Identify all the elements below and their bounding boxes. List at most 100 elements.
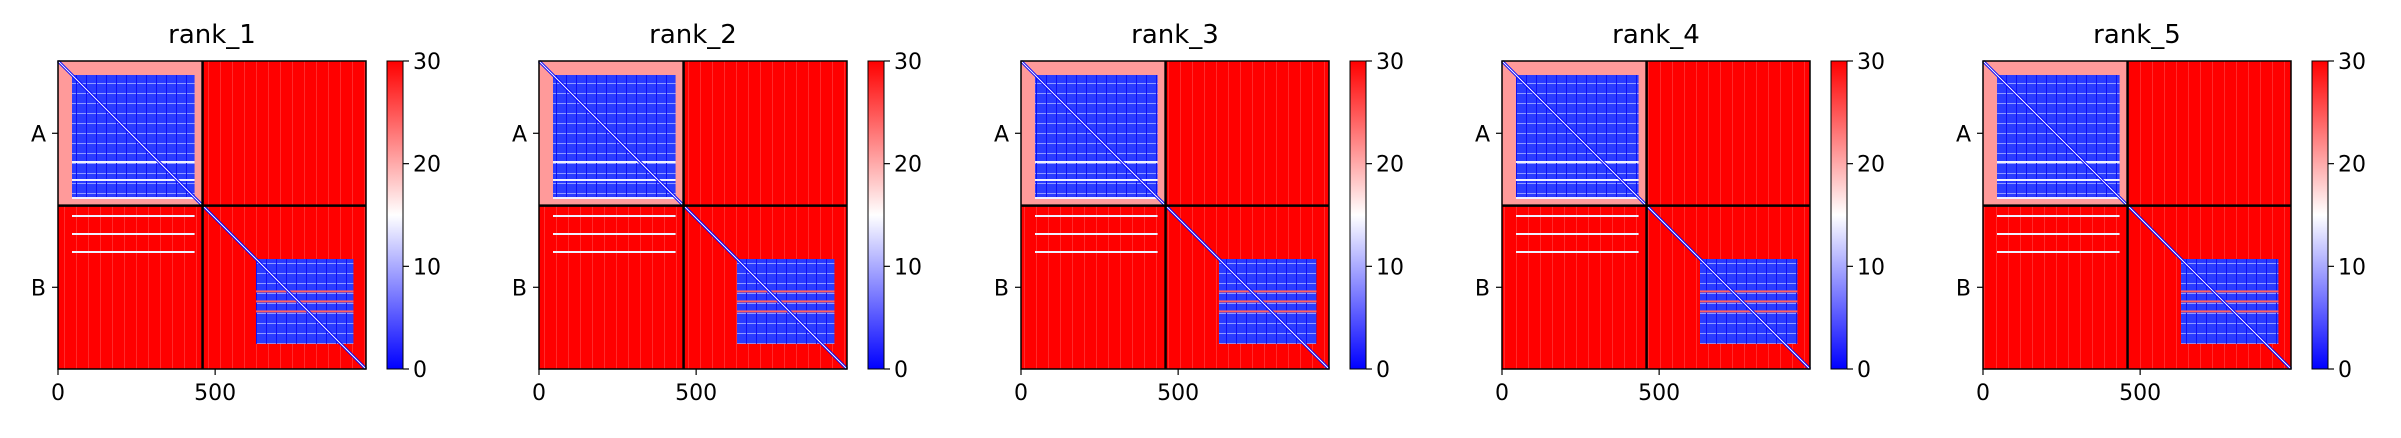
chain-label-a: A [31, 122, 46, 147]
x-tick-label: 500 [675, 381, 717, 406]
colorbar-tick-label: 20 [1857, 153, 1885, 178]
block-aa-stripe [1997, 161, 2120, 163]
colorbar-tick-label: 10 [894, 255, 922, 280]
x-tick-label: 0 [532, 381, 546, 406]
block-aa-stripe [553, 233, 676, 235]
panel-title: rank_1 [168, 20, 256, 50]
block-bb-stripe [2181, 290, 2279, 293]
block-aa-stripe [1035, 161, 1158, 163]
colorbar-tick-label: 30 [2338, 50, 2366, 75]
heatmap-panel-5: rank_5 A B 0 500 0 10 20 30 [1956, 20, 2366, 406]
block-bb-stripe [1700, 310, 1798, 313]
block-aa-stripe [72, 233, 195, 235]
chain-label-b: B [1956, 276, 1971, 301]
axes-frame [57, 60, 367, 370]
colorbar-tick-label: 30 [1857, 50, 1885, 75]
x-tick-label: 500 [2119, 381, 2161, 406]
colorbar-tick-label: 30 [1376, 50, 1404, 75]
x-tick-label: 0 [1976, 381, 1990, 406]
colorbar-tick-label: 10 [2338, 255, 2366, 280]
block-aa-stripe [1997, 179, 2120, 181]
block-aa-stripe [1516, 215, 1639, 217]
block-bb-stripe [1219, 290, 1317, 293]
block-bb-stripe [1700, 290, 1798, 293]
panel-title: rank_2 [649, 20, 737, 50]
x-tick-label: 0 [51, 381, 65, 406]
colorbar-tick-label: 10 [413, 255, 441, 280]
colorbar [1349, 60, 1367, 370]
colorbar-tick-label: 20 [2338, 153, 2366, 178]
chain-label-a: A [994, 122, 1009, 147]
chain-label-a: A [512, 122, 527, 147]
block-aa-stripe [553, 161, 676, 163]
block-bb-stripe [1219, 300, 1317, 303]
block-aa-stripe [553, 179, 676, 181]
block-aa-stripe [1516, 161, 1639, 163]
chain-label-a: A [1475, 122, 1490, 147]
x-tick-label: 0 [1014, 381, 1028, 406]
chain-label-a: A [1956, 122, 1971, 147]
colorbar-tick-label: 10 [1857, 255, 1885, 280]
block-aa-stripe [72, 215, 195, 217]
colorbar-tick-label: 30 [413, 50, 441, 75]
block-aa-stripe [1516, 251, 1639, 253]
diagonal-highlight [538, 60, 848, 370]
block-aa-stripe [72, 179, 195, 181]
heatmap-panel-4: rank_4 A B 0 500 0 10 20 30 [1475, 20, 1885, 406]
heatmap-panel-1: rank_1 A B 0 500 0 10 20 30 [31, 20, 441, 406]
block-aa-stripe [72, 161, 195, 163]
block-aa-stripe [1516, 233, 1639, 235]
block-bb-stripe [2181, 300, 2279, 303]
block-aa-stripe [553, 197, 676, 199]
heatmap-panel-3: rank_3 A B 0 500 0 10 20 30 [994, 20, 1404, 406]
block-aa-stripe [1997, 215, 2120, 217]
block-bb-stripe [1700, 300, 1798, 303]
colorbar-tick-label: 0 [2338, 358, 2352, 383]
axes-frame [538, 60, 848, 370]
colorbar-tick-label: 0 [413, 358, 427, 383]
panel-title: rank_4 [1612, 20, 1700, 50]
diagonal-highlight [1020, 60, 1330, 370]
x-tick-label: 500 [1157, 381, 1199, 406]
block-aa-stripe [1516, 197, 1639, 199]
block-aa-stripe [1035, 215, 1158, 217]
block-aa-stripe [1997, 197, 2120, 199]
block-bb-stripe [737, 310, 835, 313]
block-aa-stripe [1997, 251, 2120, 253]
panel-title: rank_5 [2093, 20, 2181, 50]
colorbar-tick-label: 0 [894, 358, 908, 383]
chain-label-b: B [994, 276, 1009, 301]
block-aa-stripe [1516, 179, 1639, 181]
colorbar-tick-label: 30 [894, 50, 922, 75]
diagonal-highlight [1501, 60, 1811, 370]
block-bb-stripe [737, 300, 835, 303]
chain-label-b: B [512, 276, 527, 301]
axes-frame [1020, 60, 1330, 370]
axes-frame [1982, 60, 2292, 370]
block-bb-stripe [1219, 310, 1317, 313]
block-bb-stripe [256, 310, 354, 313]
block-aa-stripe [553, 215, 676, 217]
colorbar-tick-label: 0 [1376, 358, 1390, 383]
block-aa-stripe [1035, 251, 1158, 253]
x-tick-label: 0 [1495, 381, 1509, 406]
colorbar-tick-label: 10 [1376, 255, 1404, 280]
block-aa-stripe [72, 251, 195, 253]
block-aa-stripe [1035, 179, 1158, 181]
colorbar [867, 60, 885, 370]
axes-frame [1501, 60, 1811, 370]
block-bb-stripe [2181, 310, 2279, 313]
colorbar-tick-label: 20 [1376, 153, 1404, 178]
block-aa-stripe [72, 197, 195, 199]
colorbar [386, 60, 404, 370]
colorbar [1830, 60, 1848, 370]
colorbar-tick-label: 0 [1857, 358, 1871, 383]
block-bb-stripe [737, 290, 835, 293]
chain-label-b: B [31, 276, 46, 301]
colorbar-tick-label: 20 [894, 153, 922, 178]
block-aa-stripe [1035, 197, 1158, 199]
colorbar [2311, 60, 2329, 370]
chain-label-b: B [1475, 276, 1490, 301]
block-bb-stripe [256, 300, 354, 303]
